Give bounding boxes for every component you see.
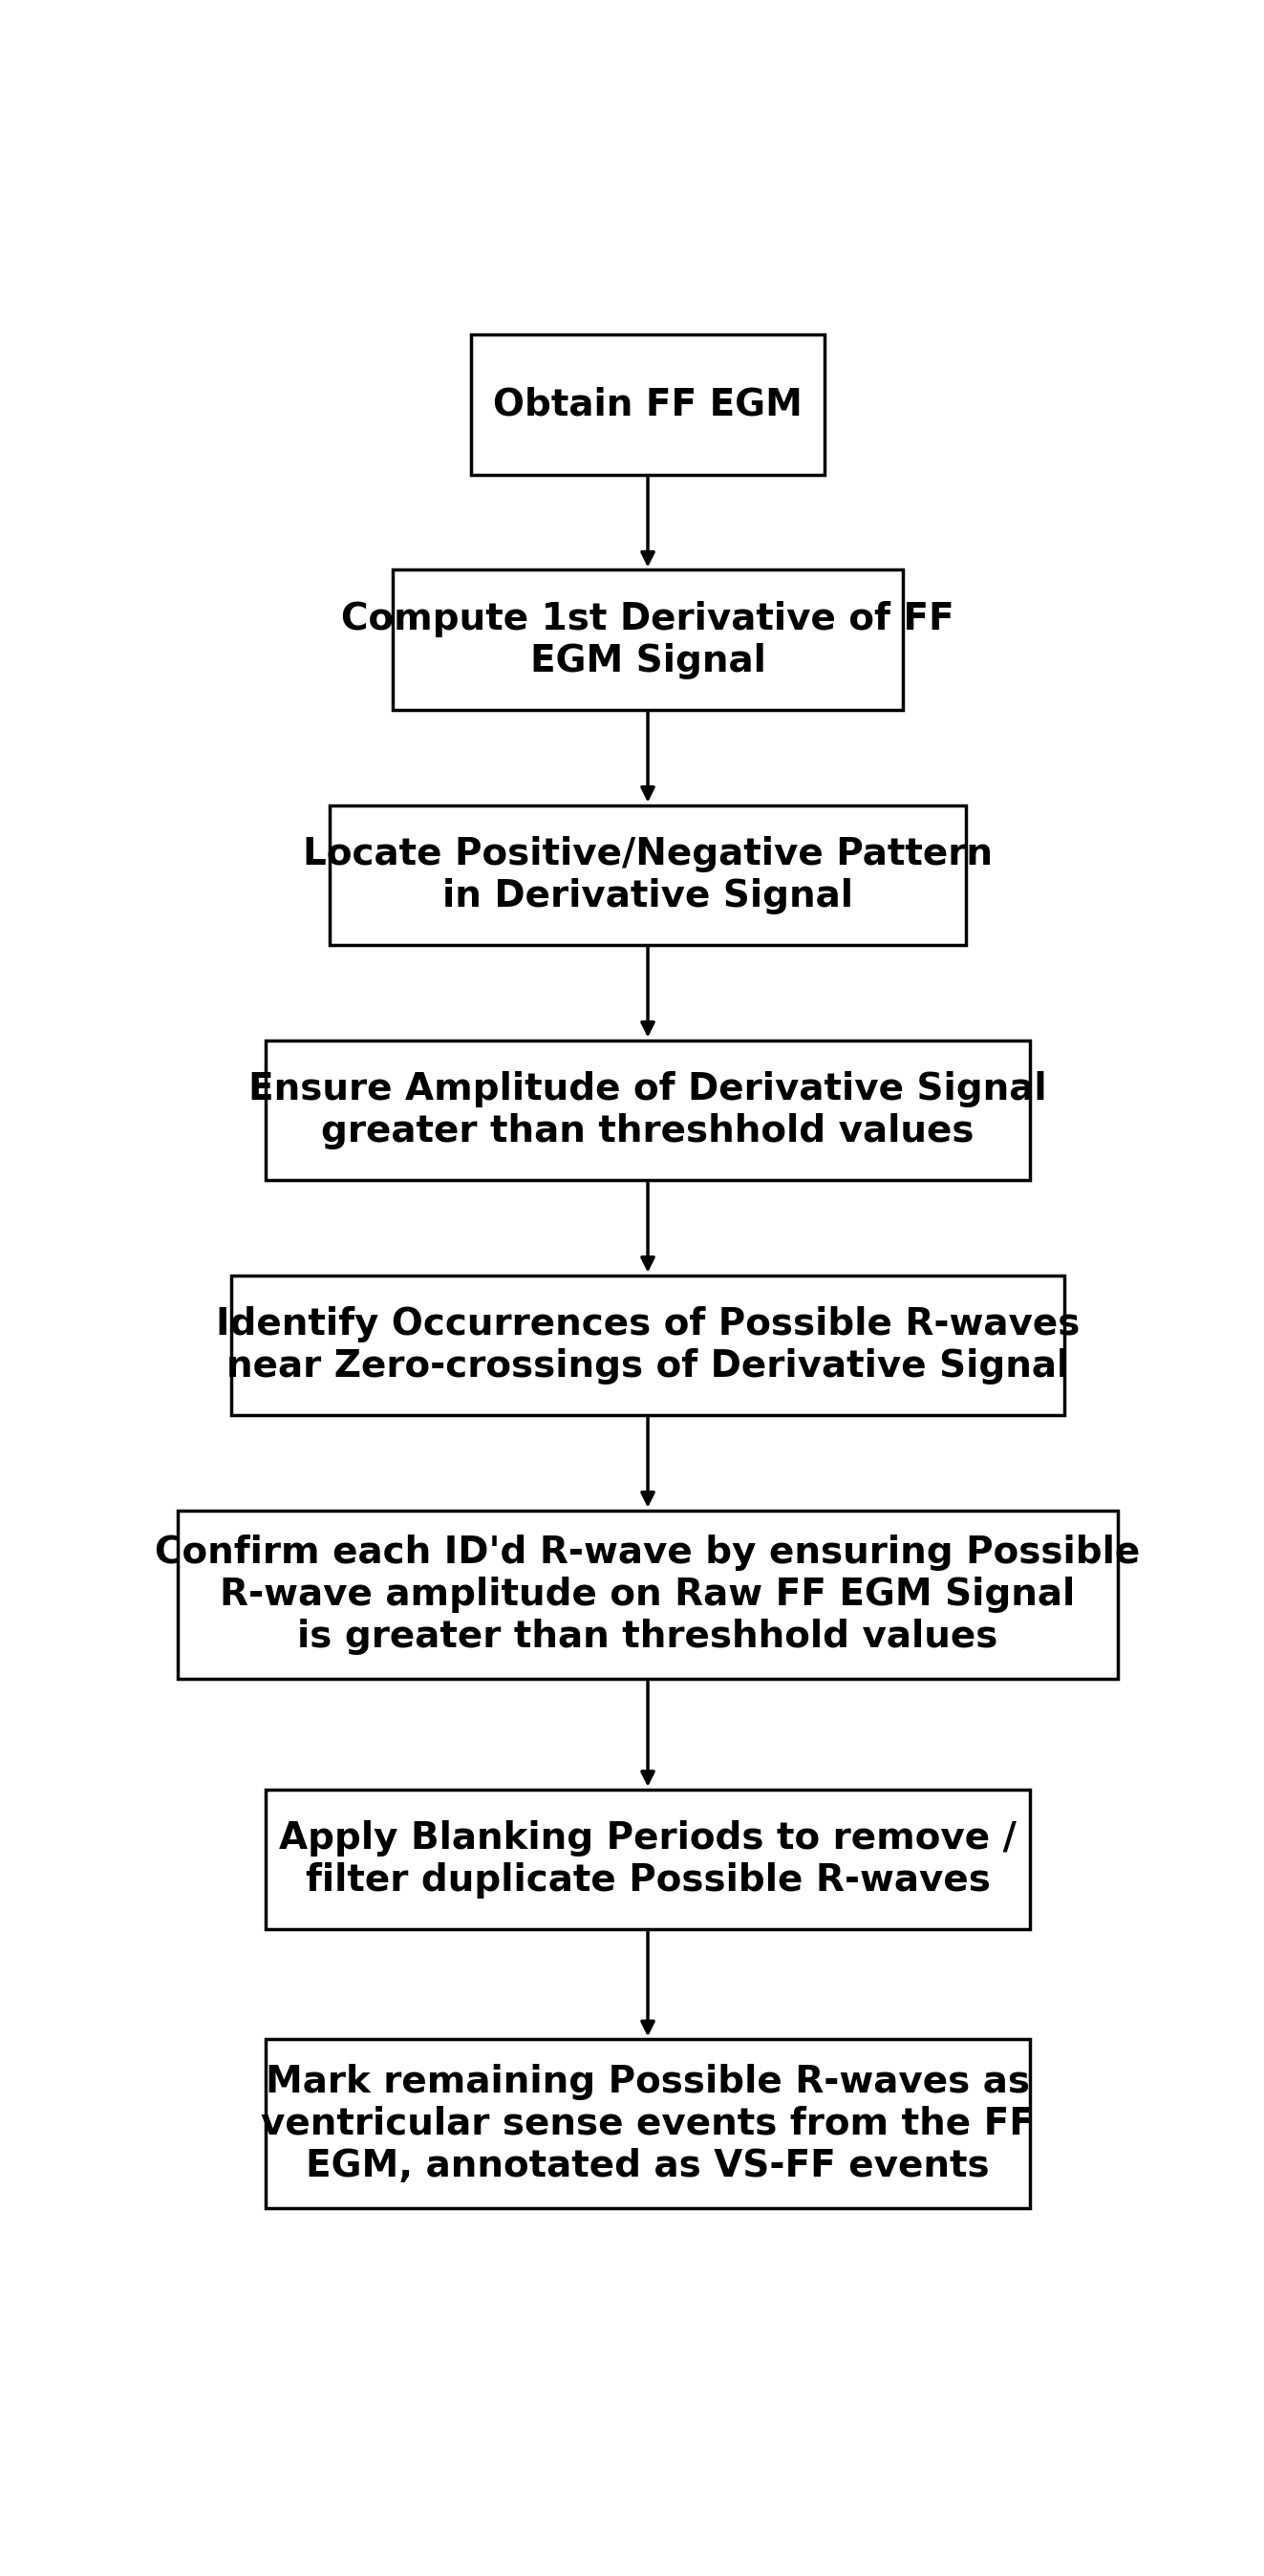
Text: Locate Positive/Negative Pattern
in Derivative Signal: Locate Positive/Negative Pattern in Deri…	[303, 835, 992, 914]
FancyBboxPatch shape	[265, 1041, 1030, 1180]
FancyBboxPatch shape	[177, 1510, 1117, 1680]
FancyBboxPatch shape	[330, 804, 966, 945]
Text: Mark remaining Possible R-waves as
ventricular sense events from the FF
EGM, ann: Mark remaining Possible R-waves as ventr…	[260, 2063, 1035, 2184]
FancyBboxPatch shape	[393, 569, 902, 708]
Text: Compute 1st Derivative of FF
EGM Signal: Compute 1st Derivative of FF EGM Signal	[341, 600, 954, 680]
FancyBboxPatch shape	[265, 2040, 1030, 2208]
FancyBboxPatch shape	[265, 1790, 1030, 1929]
Text: Confirm each ID'd R-wave by ensuring Possible
R-wave amplitude on Raw FF EGM Sig: Confirm each ID'd R-wave by ensuring Pos…	[155, 1535, 1140, 1654]
Text: Ensure Amplitude of Derivative Signal
greater than threshhold values: Ensure Amplitude of Derivative Signal gr…	[249, 1072, 1047, 1149]
Text: Apply Blanking Periods to remove /
filter duplicate Possible R-waves: Apply Blanking Periods to remove / filte…	[279, 1821, 1016, 1899]
Text: Obtain FF EGM: Obtain FF EGM	[493, 386, 803, 422]
Text: Identify Occurrences of Possible R-waves
near Zero-crossings of Derivative Signa: Identify Occurrences of Possible R-waves…	[216, 1306, 1079, 1383]
FancyBboxPatch shape	[471, 335, 824, 474]
FancyBboxPatch shape	[231, 1275, 1064, 1414]
